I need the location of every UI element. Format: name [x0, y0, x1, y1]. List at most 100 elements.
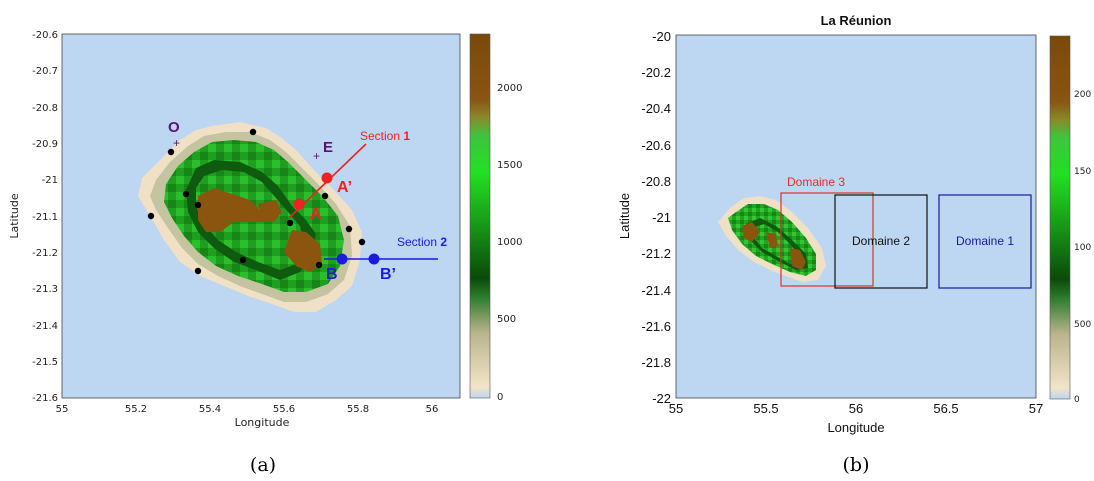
y-tick-label: -20.8 — [32, 103, 58, 114]
y-tick-label: -21.2 — [32, 248, 58, 259]
x-tick-label: 55 — [56, 404, 69, 415]
label-O: O — [168, 119, 180, 136]
colorbar-tick-label: 1000 — [497, 237, 522, 248]
x-tick-label: 55.2 — [125, 404, 147, 415]
x-tick-label: 56 — [849, 401, 863, 416]
y-tick-label: -22 — [652, 391, 671, 406]
y-tick-label: -21.3 — [32, 284, 58, 295]
y-ticks-a: -20.6 -20.7 -20.8 -20.9 -21 -21.1 -21.2 … — [32, 30, 58, 404]
y-tick-label: -20.2 — [641, 65, 671, 80]
x-tick-label: 56 — [426, 404, 439, 415]
station-dot — [249, 128, 257, 136]
y-tick-label: -21.4 — [32, 321, 58, 332]
station-dot — [167, 148, 175, 156]
colorbar-tick-label: 200 — [1074, 90, 1091, 100]
y-axis-label-a: Latitude — [8, 193, 21, 239]
label-E-cross: + — [313, 149, 320, 163]
colorbar-tick-label: 100 — [1074, 243, 1091, 253]
island-a — [138, 122, 362, 312]
colorbar-tick-label: 1500 — [497, 160, 522, 171]
label-section-2: Section 2 — [397, 235, 447, 249]
label-B: B — [326, 266, 338, 283]
caption-b: (b) — [843, 454, 870, 476]
x-tick-label: 55 — [669, 401, 683, 416]
y-tick-label: -20.4 — [641, 101, 671, 116]
y-tick-label: -20.6 — [641, 138, 671, 153]
axes-frame-a — [61, 33, 461, 399]
station-dot — [194, 201, 202, 209]
station-dot — [345, 225, 353, 233]
colorbar-tick-label: 500 — [497, 314, 516, 325]
station-dot — [321, 192, 329, 200]
domain-2-box — [834, 194, 928, 289]
section-2-line — [324, 253, 438, 265]
colorbar-a-ticks: 2000 1500 1000 500 0 — [497, 83, 522, 403]
point-A — [293, 198, 305, 210]
y-tick-label: -21.6 — [641, 319, 671, 334]
caption-a: (a) — [250, 454, 276, 476]
domain-1-box — [938, 194, 1032, 289]
domain-1-label: Domaine 1 — [956, 234, 1014, 248]
panel-a: O + E + Section 1 A A’ Section 2 B B’ -2… — [8, 30, 522, 476]
label-section-1: Section 1 — [360, 129, 410, 143]
x-tick-label: 57 — [1029, 401, 1043, 416]
label-B-prime: B’ — [380, 266, 396, 283]
label-A-prime: A’ — [337, 179, 352, 196]
y-tick-label: -21.2 — [641, 246, 671, 261]
x-ticks-a: 55 55.2 55.4 55.6 55.8 56 — [56, 404, 439, 415]
panel-b: La Réunion Domaine 3 Domaine 2 Domaine 1… — [617, 13, 1091, 476]
colorbar-tick-label: 500 — [1074, 320, 1091, 330]
point-B-prime — [368, 253, 380, 265]
x-tick-label: 55.5 — [753, 401, 778, 416]
axes-frame-b — [675, 34, 1037, 399]
y-tick-label: -21.8 — [641, 355, 671, 370]
domain-3-box — [780, 192, 874, 287]
y-ticks-b: -20 -20.2 -20.4 -20.6 -20.8 -21 -21.2 -2… — [641, 29, 671, 406]
y-tick-label: -20.6 — [32, 30, 58, 41]
colorbar-tick-label: 150 — [1074, 167, 1091, 177]
point-B — [336, 253, 348, 265]
x-tick-label: 55.8 — [347, 404, 369, 415]
section-1-line — [288, 143, 367, 219]
y-tick-label: -20.7 — [32, 66, 58, 77]
y-tick-label: -21.6 — [32, 393, 58, 404]
label-E: E — [323, 139, 333, 156]
y-tick-label: -21 — [42, 175, 58, 186]
station-dot — [286, 219, 294, 227]
x-axis-label-b: Longitude — [827, 420, 884, 435]
y-tick-label: -20.8 — [641, 174, 671, 189]
y-tick-label: -21.1 — [32, 212, 58, 223]
y-tick-label: -21 — [652, 210, 671, 225]
colorbar-tick-label: 0 — [1074, 395, 1080, 405]
domain-2-label: Domaine 2 — [852, 234, 910, 248]
y-tick-label: -20.9 — [32, 139, 58, 150]
stations — [147, 128, 366, 275]
label-O-cross: + — [173, 136, 180, 150]
y-tick-label: -21.5 — [32, 357, 58, 368]
station-dot — [147, 212, 155, 220]
domain-3-label: Domaine 3 — [787, 175, 845, 189]
x-tick-label: 55.4 — [199, 404, 221, 415]
x-ticks-b: 55 55.5 56 56.5 57 — [669, 401, 1043, 416]
x-axis-label-a: Longitude — [235, 416, 290, 429]
colorbar-tick-label: 0 — [497, 392, 503, 403]
station-dot — [194, 267, 202, 275]
island-b — [718, 196, 826, 282]
x-tick-label: 55.6 — [273, 404, 295, 415]
point-A-prime — [321, 172, 333, 184]
label-A: A — [310, 206, 322, 223]
station-dot — [358, 238, 366, 246]
station-dot — [239, 256, 247, 264]
colorbar-b-ticks: 200 150 100 500 0 — [1074, 90, 1091, 405]
y-tick-label: -20 — [652, 29, 671, 44]
station-dot — [182, 190, 190, 198]
x-tick-label: 56.5 — [933, 401, 958, 416]
y-axis-label-b: Latitude — [617, 193, 632, 239]
y-tick-label: -21.4 — [641, 283, 671, 298]
title-b: La Réunion — [821, 13, 892, 28]
colorbar-tick-label: 2000 — [497, 83, 522, 94]
colorbar-a — [469, 33, 491, 399]
colorbar-b — [1049, 35, 1071, 400]
station-dot — [315, 261, 323, 269]
